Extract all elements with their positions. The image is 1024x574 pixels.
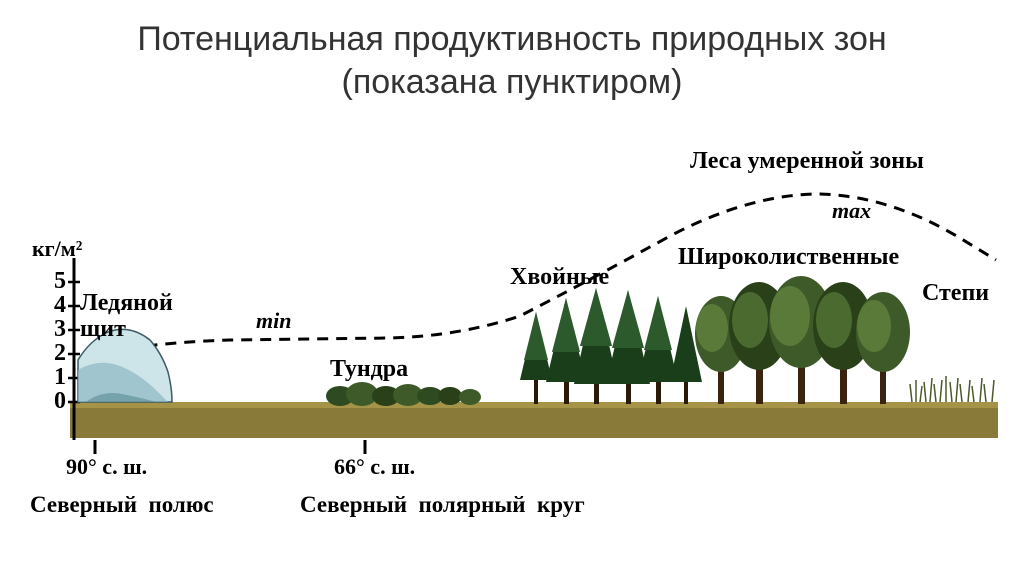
x-arctic-circle: Северный полярный круг — [300, 492, 585, 518]
tundra-shrubs — [326, 382, 481, 406]
page-title: Потенциальная продуктивность природных з… — [0, 0, 1024, 103]
broadleaf-trees — [695, 276, 910, 404]
steppe-grass — [910, 376, 994, 402]
label-max: max — [832, 198, 871, 224]
label-steppe: Степи — [922, 280, 989, 307]
label-min: min — [256, 308, 291, 334]
label-tundra: Тундра — [330, 356, 408, 383]
x-north-pole: Северный полюс — [30, 492, 214, 518]
title-line-2: (показана пунктиром) — [342, 63, 683, 101]
label-coniferous: Хвойные — [510, 264, 609, 291]
label-ice-shield: Ледянойщит — [80, 290, 173, 343]
label-temperate: Леса умеренной зоны — [690, 148, 924, 175]
title-line-1: Потенциальная продуктивность природных з… — [137, 20, 886, 58]
x-lat-66: 66° с. ш. — [334, 454, 415, 480]
chart-area: кг/м² 5 4 3 2 1 0 — [30, 140, 1000, 560]
coniferous-trees — [520, 288, 702, 404]
scene-svg — [30, 140, 1000, 470]
label-broadleaf: Широколиственные — [678, 244, 899, 271]
x-lat-90: 90° с. ш. — [66, 454, 147, 480]
